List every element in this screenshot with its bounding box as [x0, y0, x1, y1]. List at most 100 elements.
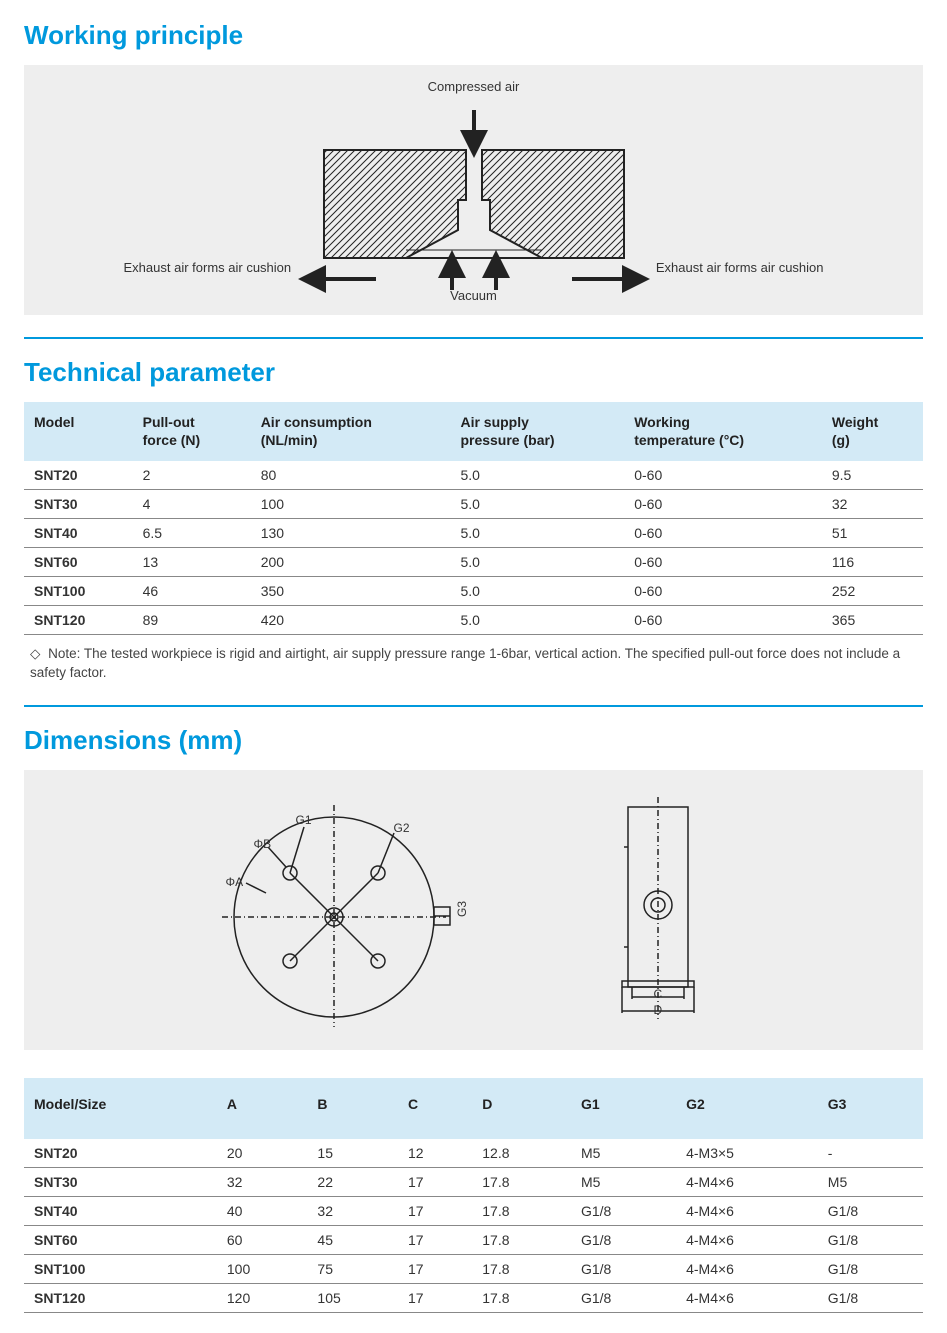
- technical-parameter-note: ◇ Note: The tested workpiece is rigid an…: [24, 645, 923, 683]
- table-cell: 17.8: [472, 1226, 571, 1255]
- table-cell: 12: [398, 1139, 472, 1168]
- table-row: SNT3041005.00-6032: [24, 490, 923, 519]
- table-cell: 32: [822, 490, 923, 519]
- tp-col-3: Air supply pressure (bar): [450, 402, 624, 461]
- table-cell: 0-60: [624, 490, 822, 519]
- table-cell: SNT30: [24, 1168, 217, 1197]
- table-cell: G1/8: [571, 1226, 676, 1255]
- label-phiB: ΦB: [254, 837, 272, 851]
- table-cell: 420: [251, 606, 451, 635]
- section-divider: [24, 337, 923, 339]
- dimension-top-view: G1 G2 G3 ΦA ΦB: [214, 787, 474, 1032]
- label-g3: G3: [455, 901, 469, 917]
- table-row: SNT4040321717.8G1/84-M4×6G1/8: [24, 1197, 923, 1226]
- table-cell: 4-M4×6: [676, 1255, 818, 1284]
- nozzle-cross-section-icon: [124, 80, 824, 300]
- table-cell: G1/8: [818, 1255, 923, 1284]
- technical-parameter-table: Model Pull-out force (N) Air consumption…: [24, 402, 923, 635]
- table-cell: 5.0: [450, 606, 624, 635]
- table-cell: 5.0: [450, 548, 624, 577]
- dim-col-3: C: [398, 1078, 472, 1140]
- dim-col-4: D: [472, 1078, 571, 1140]
- tp-col-1: Pull-out force (N): [133, 402, 251, 461]
- table-cell: 17: [398, 1226, 472, 1255]
- table-cell: 350: [251, 577, 451, 606]
- table-cell: 4-M4×6: [676, 1197, 818, 1226]
- label-phiA: ΦA: [226, 875, 244, 889]
- dim-col-1: A: [217, 1078, 308, 1140]
- table-cell: 5.0: [450, 519, 624, 548]
- table-cell: 116: [822, 548, 923, 577]
- table-row: SNT100100751717.8G1/84-M4×6G1/8: [24, 1255, 923, 1284]
- section-title-dimensions: Dimensions (mm): [24, 725, 923, 756]
- table-cell: M5: [571, 1168, 676, 1197]
- dimension-side-view: C D: [594, 787, 734, 1032]
- dimensions-table: Model/Size A B C D G1 G2 G3 SNT202015121…: [24, 1078, 923, 1314]
- dimensions-diagrams: G1 G2 G3 ΦA ΦB: [24, 770, 923, 1050]
- dim-col-6: G2: [676, 1078, 818, 1140]
- table-cell: 0-60: [624, 461, 822, 490]
- table-cell: 89: [133, 606, 251, 635]
- top-view-icon: [214, 787, 474, 1027]
- table-cell: 20: [217, 1139, 308, 1168]
- table-cell: 17: [398, 1197, 472, 1226]
- table-cell: 2: [133, 461, 251, 490]
- table-cell: 4-M4×6: [676, 1284, 818, 1313]
- table-cell: 40: [217, 1197, 308, 1226]
- table-cell: M5: [571, 1139, 676, 1168]
- table-row: SNT406.51305.00-6051: [24, 519, 923, 548]
- label-g1: G1: [296, 813, 312, 827]
- table-cell: 0-60: [624, 606, 822, 635]
- table-cell: 365: [822, 606, 923, 635]
- table-cell: 100: [217, 1255, 308, 1284]
- table-cell: SNT60: [24, 548, 133, 577]
- table-cell: 51: [822, 519, 923, 548]
- table-row: SNT202805.00-609.5: [24, 461, 923, 490]
- dim-col-2: B: [307, 1078, 398, 1140]
- label-d: D: [654, 1003, 663, 1017]
- table-cell: 32: [307, 1197, 398, 1226]
- table-cell: 60: [217, 1226, 308, 1255]
- table-cell: 17.8: [472, 1284, 571, 1313]
- tp-col-5: Weight (g): [822, 402, 923, 461]
- table-cell: 0-60: [624, 577, 822, 606]
- table-cell: 17: [398, 1168, 472, 1197]
- table-cell: 252: [822, 577, 923, 606]
- table-cell: 105: [307, 1284, 398, 1313]
- table-cell: SNT60: [24, 1226, 217, 1255]
- section-title-working-principle: Working principle: [24, 20, 923, 51]
- table-cell: G1/8: [818, 1197, 923, 1226]
- table-cell: 17.8: [472, 1197, 571, 1226]
- table-cell: 46: [133, 577, 251, 606]
- tp-col-2: Air consumption (NL/min): [251, 402, 451, 461]
- table-cell: 12.8: [472, 1139, 571, 1168]
- section-title-technical-parameter: Technical parameter: [24, 357, 923, 388]
- table-cell: G1/8: [818, 1226, 923, 1255]
- table-cell: 32: [217, 1168, 308, 1197]
- table-cell: 4-M4×6: [676, 1168, 818, 1197]
- tp-col-0: Model: [24, 402, 133, 461]
- note-marker-icon: ◇: [30, 645, 40, 664]
- table-cell: SNT100: [24, 1255, 217, 1284]
- table-cell: 5.0: [450, 577, 624, 606]
- table-cell: 45: [307, 1226, 398, 1255]
- table-cell: G1/8: [571, 1255, 676, 1284]
- table-row: SNT100463505.00-60252: [24, 577, 923, 606]
- table-cell: SNT40: [24, 519, 133, 548]
- table-cell: M5: [818, 1168, 923, 1197]
- dim-col-5: G1: [571, 1078, 676, 1140]
- table-cell: SNT120: [24, 606, 133, 635]
- table-cell: 6.5: [133, 519, 251, 548]
- table-row: SNT120894205.00-60365: [24, 606, 923, 635]
- table-cell: 15: [307, 1139, 398, 1168]
- table-cell: SNT20: [24, 1139, 217, 1168]
- table-cell: -: [818, 1139, 923, 1168]
- label-c: C: [654, 987, 663, 1001]
- table-cell: SNT30: [24, 490, 133, 519]
- dim-col-7: G3: [818, 1078, 923, 1140]
- label-g2: G2: [394, 821, 410, 835]
- table-cell: 0-60: [624, 548, 822, 577]
- table-cell: G1/8: [818, 1284, 923, 1313]
- section-divider: [24, 705, 923, 707]
- table-cell: G1/8: [571, 1197, 676, 1226]
